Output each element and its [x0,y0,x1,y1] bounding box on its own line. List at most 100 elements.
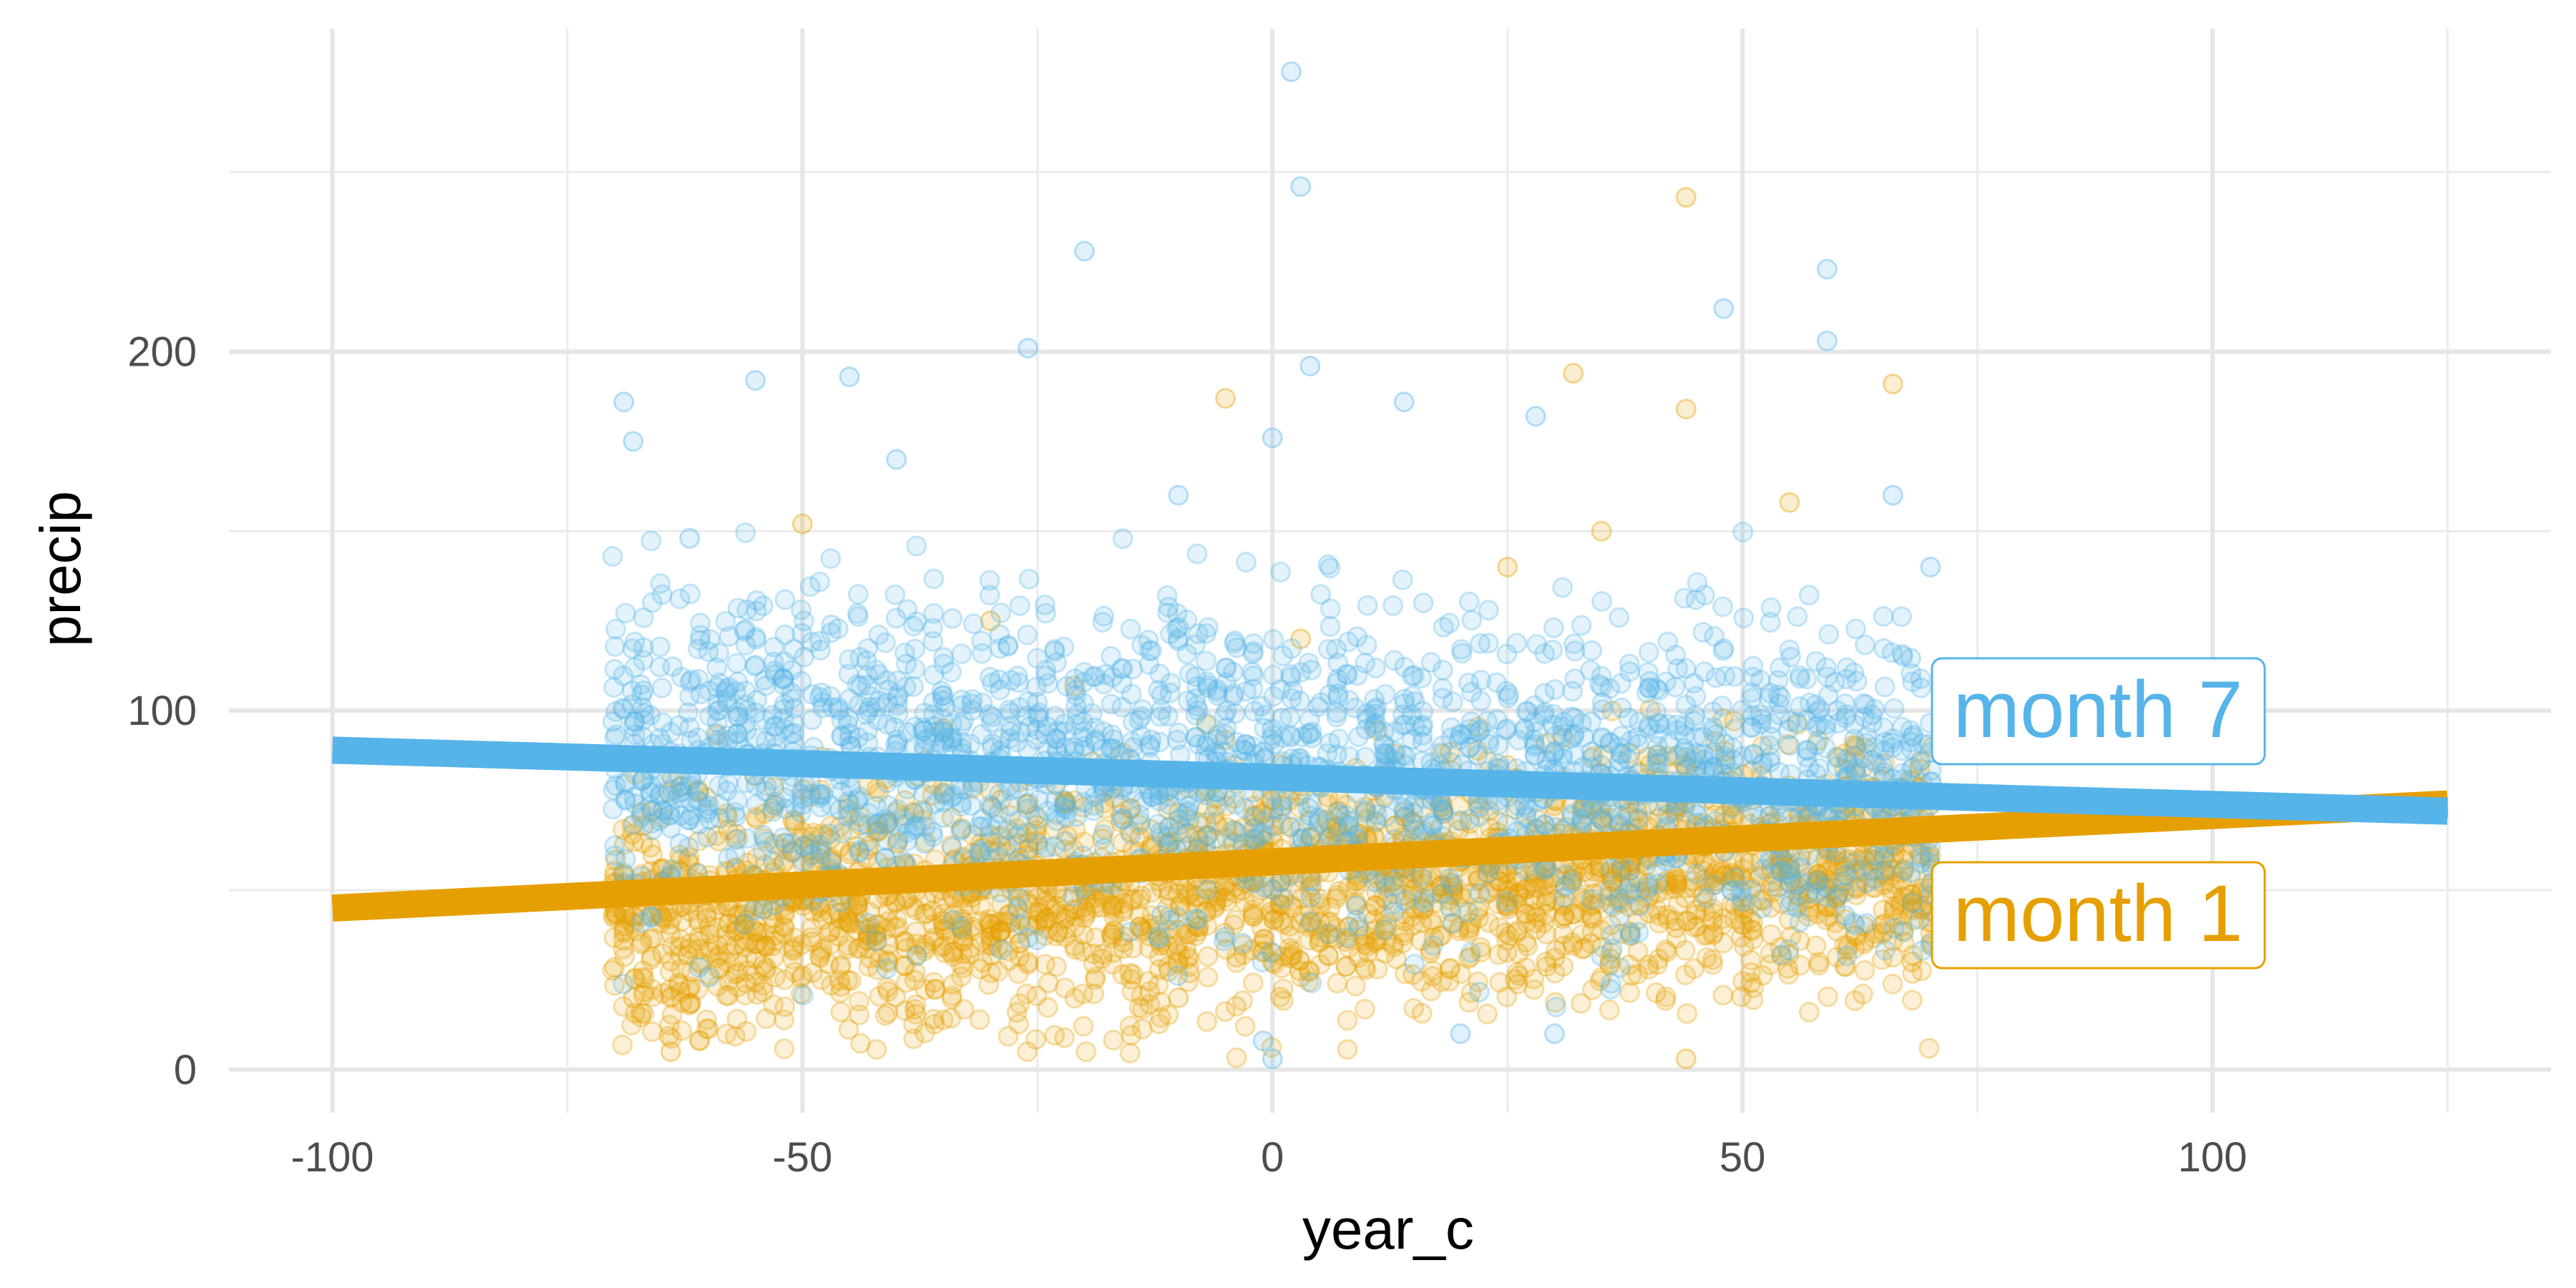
scatter-point [905,1003,927,1025]
scatter-point [1713,298,1735,319]
scatter-point [801,826,823,847]
scatter-point [1760,597,1782,618]
scatter-point [934,782,955,804]
scatter-point [810,901,831,922]
scatter-point [950,817,972,839]
scatter-point [810,779,831,801]
scatter-point [894,931,916,952]
scatter-point [764,794,786,816]
scatter-point [782,938,804,960]
scatter-point [746,629,767,650]
scatter-point [1026,930,1048,951]
scatter-point [1563,363,1584,384]
scatter-point [828,917,849,939]
scatter-point [1197,946,1219,967]
scatter-point [670,958,691,980]
scatter-point [970,833,991,854]
scatter-point [1301,972,1322,994]
scatter-point [1591,590,1613,612]
scatter-point [642,986,663,1008]
scatter-point [1439,896,1460,917]
scatter-point [950,954,972,975]
scatter-point [1901,648,1922,669]
scatter-point [922,826,944,847]
scatter-point [1147,925,1169,947]
scatter-point [1177,948,1199,970]
scatter-point [1018,568,1040,590]
scatter-point [821,975,842,996]
scatter-point [1092,824,1113,845]
scatter-point [746,809,767,830]
scatter-point [849,1004,870,1025]
scatter-point [716,952,738,973]
grid-major [229,29,2551,1113]
scatter-point [633,815,654,836]
scatter-point [877,952,899,973]
scatter-point [874,1005,896,1026]
scatter-point [877,981,899,1002]
scatter-point [865,820,887,841]
scatter-point [878,911,899,932]
scatter-point [877,813,898,834]
scatter-point [790,967,811,989]
scatter-point [623,968,645,990]
scatter-point [1128,709,1150,731]
scatter-point [1204,828,1226,849]
scatter-point [661,907,683,929]
scatter-point [1261,942,1282,963]
scatter-point [745,933,766,955]
scatter-point [640,949,662,970]
scatter-point [678,836,699,858]
scatter-point [745,370,766,391]
scatter-point [614,946,635,967]
scatter-point [914,940,935,962]
scatter-point [982,935,1003,957]
scatter-point [1591,520,1612,542]
scatter-point [857,919,878,941]
scatter-point [829,836,851,858]
scatter-point [1808,758,1830,779]
scatter-point [859,917,881,939]
scatter-point [1843,852,1865,874]
scatter-point [1232,990,1254,1012]
scatter-point [1392,932,1413,954]
scatter-point [902,1013,924,1035]
scatter-point [774,1038,795,1060]
scatter-point [981,945,1002,966]
scatter-point [1222,661,1244,683]
scatter-point [1231,932,1253,954]
scatter-point [1309,809,1330,831]
scatter-point [987,937,1009,958]
scatter-point [630,933,652,955]
scatter-point [689,1030,711,1052]
scatter-point [630,1006,652,1028]
scatter-point [866,930,887,951]
scatter-point [1742,919,1763,941]
scatter-point [716,803,738,824]
scatter-point [1337,1010,1358,1031]
scatter-point [1356,635,1377,656]
scatter-point [782,948,804,970]
scatter-point [1470,691,1492,712]
scatter-point [718,912,740,934]
scatter-point [613,973,634,995]
scatter-point [1085,969,1106,990]
scatter-point [837,909,859,931]
scatter-point [980,931,1002,952]
scatter-point [659,979,680,1000]
scatter-point [1365,658,1387,679]
scatter-point [1553,955,1574,977]
scatter-point [763,776,785,798]
scatter-point [857,937,878,959]
scatter-point [931,936,952,957]
scatter-point [847,938,869,960]
scatter-point [838,902,859,924]
scatter-point [736,960,758,981]
scatter-point [1451,643,1473,664]
scatter-point [951,915,972,937]
scatter-point [941,985,962,1007]
scatter-point [652,857,673,879]
scatter-point [706,657,728,678]
scatter-point [932,903,954,924]
